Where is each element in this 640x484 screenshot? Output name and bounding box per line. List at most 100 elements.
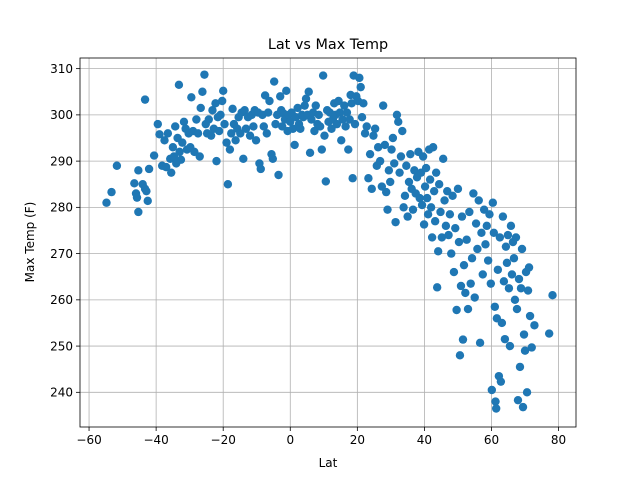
data-point <box>143 196 152 206</box>
data-point <box>478 270 487 279</box>
data-point <box>228 104 237 114</box>
data-point <box>386 177 395 187</box>
data-point <box>268 154 278 163</box>
data-point <box>429 186 439 196</box>
data-point <box>355 73 364 83</box>
data-point <box>498 212 508 221</box>
data-point <box>524 263 534 272</box>
data-point <box>497 318 507 328</box>
data-point <box>321 177 331 186</box>
y-tick-label: 290 <box>50 154 73 168</box>
data-point <box>348 174 357 183</box>
data-point <box>482 221 491 231</box>
y-axis-label: Max Temp (F) <box>23 202 37 283</box>
data-point <box>384 166 394 175</box>
data-point <box>403 212 412 221</box>
data-point <box>175 147 184 157</box>
data-point <box>493 265 503 274</box>
data-point <box>499 277 509 286</box>
data-point <box>245 131 255 140</box>
data-point <box>523 286 533 295</box>
data-point <box>453 184 463 194</box>
data-point <box>378 101 388 110</box>
y-tick-label: 240 <box>50 386 73 400</box>
data-point <box>390 159 399 168</box>
data-point <box>417 200 427 210</box>
data-point <box>375 156 385 166</box>
data-point <box>132 193 142 202</box>
data-point <box>398 126 407 136</box>
data-point <box>465 207 474 217</box>
data-point <box>470 293 479 302</box>
data-point <box>304 87 313 96</box>
data-point <box>198 87 207 96</box>
data-point <box>320 131 329 140</box>
grid-lines <box>80 58 576 427</box>
data-point <box>441 221 451 231</box>
data-point <box>365 149 375 159</box>
data-point <box>530 321 539 330</box>
data-point <box>400 191 410 200</box>
data-point <box>356 82 365 92</box>
data-point <box>204 115 213 124</box>
data-point <box>140 95 150 104</box>
data-point <box>347 99 356 108</box>
data-point <box>459 260 469 270</box>
data-point <box>144 164 154 174</box>
data-point <box>314 110 323 120</box>
data-point <box>388 133 398 143</box>
data-point <box>507 270 517 279</box>
data-point <box>208 106 217 115</box>
data-point <box>444 230 453 240</box>
data-point <box>265 96 274 106</box>
data-point <box>171 122 180 131</box>
x-tick-label: −60 <box>76 433 101 447</box>
data-point <box>300 101 309 110</box>
data-point <box>153 119 162 129</box>
data-point <box>341 122 350 131</box>
data-point <box>305 148 315 157</box>
data-point <box>112 161 122 170</box>
data-point <box>102 198 111 207</box>
data-point <box>179 117 189 127</box>
data-point <box>506 221 516 231</box>
data-point <box>178 138 187 147</box>
data-point <box>511 233 521 242</box>
data-point <box>496 377 506 386</box>
data-point <box>301 94 311 103</box>
data-point <box>483 256 493 265</box>
data-point <box>449 267 459 277</box>
y-tick-label: 260 <box>50 293 73 307</box>
data-point <box>364 174 373 183</box>
data-point <box>440 196 449 205</box>
axes: −60 −40 −20 0 20 40 60 80 240 250 260 270 280 290 300 3… <box>50 57 577 447</box>
data-point <box>418 152 428 161</box>
data-point <box>485 210 494 219</box>
data-point <box>155 130 164 139</box>
data-point <box>457 212 467 221</box>
data-point <box>509 254 519 263</box>
data-point <box>288 124 298 133</box>
data-point <box>452 305 461 315</box>
data-point <box>350 119 360 129</box>
data-point <box>527 343 536 352</box>
data-point <box>169 152 179 161</box>
data-point <box>426 203 436 212</box>
data-point <box>256 164 265 174</box>
data-point <box>251 136 261 145</box>
data-point <box>340 101 349 110</box>
data-point <box>214 126 224 136</box>
data-point <box>195 152 204 161</box>
data-point <box>241 124 251 133</box>
data-point <box>381 187 391 197</box>
data-point <box>168 143 178 152</box>
x-tick-label: 60 <box>484 433 499 447</box>
data-point <box>427 233 437 242</box>
data-point <box>259 122 268 131</box>
data-point <box>462 235 471 244</box>
data-point <box>399 203 408 212</box>
data-point <box>491 397 500 406</box>
data-point <box>200 70 209 79</box>
data-point <box>335 108 345 117</box>
